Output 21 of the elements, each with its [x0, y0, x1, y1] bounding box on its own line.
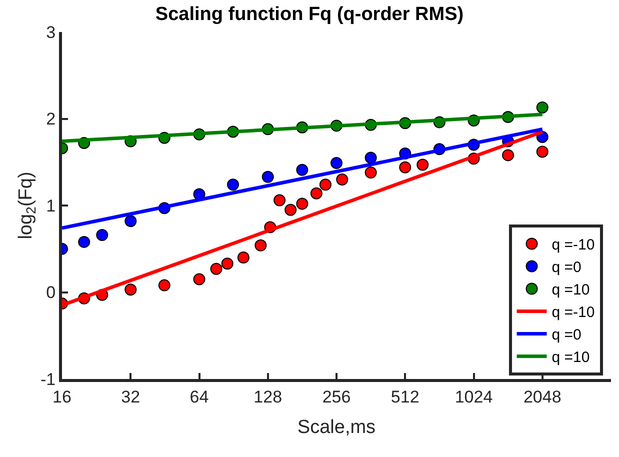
legend-label: q =-10	[552, 236, 595, 254]
legend-label: q =10	[552, 349, 590, 366]
y-tick-label: 0	[46, 283, 56, 302]
y-tick-label: 3	[46, 22, 56, 42]
legend-label: q =-10	[552, 304, 595, 322]
x-tick-label: 32	[121, 387, 140, 406]
y-tick-label: -1	[40, 370, 56, 389]
y-tick-label: 2	[46, 110, 56, 129]
x-tick-label: 2048	[523, 387, 562, 406]
x-axis-title: Scale,ms	[297, 417, 376, 438]
legend-label: q =10	[552, 282, 590, 299]
x-tick-label: 1024	[454, 387, 493, 406]
x-tick-label: 16	[52, 387, 72, 406]
y-tick-label: 1	[46, 196, 56, 216]
chart-title: Scaling function Fq (q-order RMS)	[155, 4, 464, 26]
legend-label: q =0	[552, 326, 582, 344]
legend-label: q =0	[552, 259, 582, 276]
x-tick-label: 512	[390, 387, 420, 406]
x-tick-label: 256	[322, 387, 351, 406]
x-tick-label: 128	[254, 387, 282, 406]
x-tick-label: 64	[190, 387, 209, 406]
